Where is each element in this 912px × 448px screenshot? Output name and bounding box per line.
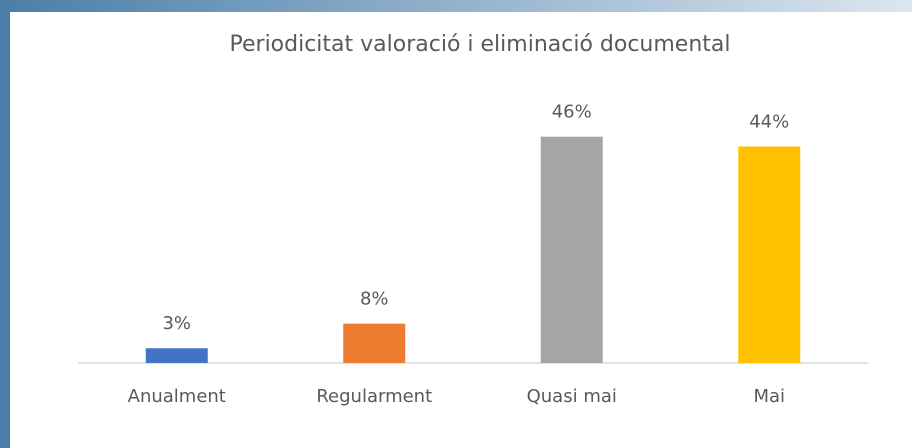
left-frame [0,0,10,448]
top-frame [0,0,912,12]
x-tick-label: Mai [753,386,785,407]
x-tick-label: Anualment [128,386,226,407]
bar [343,323,406,363]
x-tick-label: Regularment [316,386,432,407]
data-label: 3% [162,313,191,334]
data-label: 8% [360,289,389,310]
chart-title: Periodicitat valoració i eliminació docu… [230,32,731,57]
bar [738,146,801,363]
bar [145,348,208,363]
x-tick-label: Quasi mai [527,386,617,407]
data-label: 46% [552,102,592,123]
data-label: 44% [749,112,789,133]
bar [540,136,603,363]
